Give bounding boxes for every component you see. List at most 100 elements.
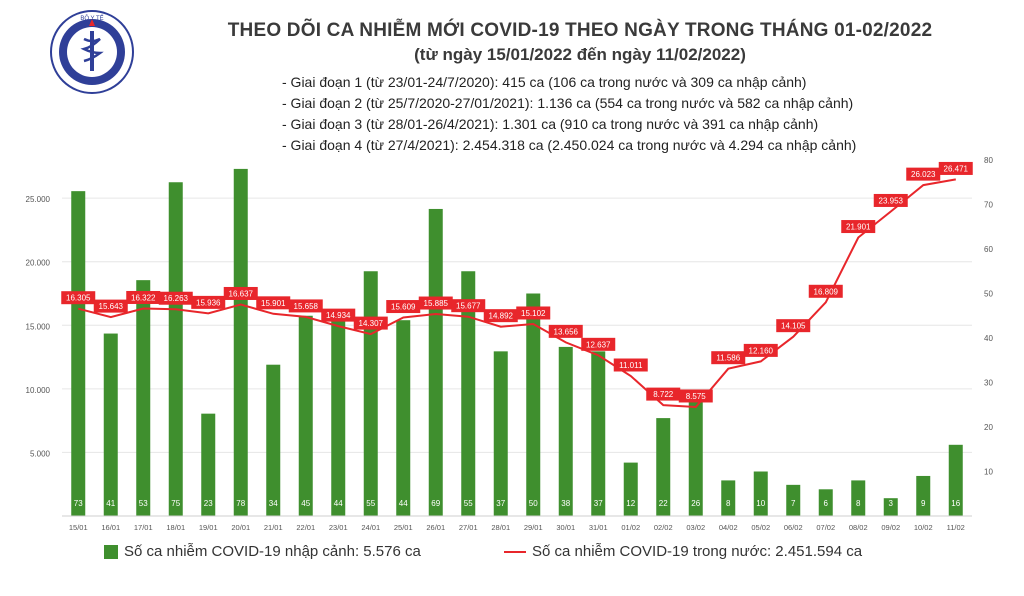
x-axis-tick-label: 24/01: [361, 523, 380, 532]
bar-data-label: 8: [726, 499, 731, 508]
left-axis-tick-label: 15.000: [26, 322, 51, 331]
line-data-label-box: [548, 324, 583, 338]
bar-data-label: 55: [464, 499, 473, 508]
line-data-label: 15.609: [391, 303, 416, 312]
x-axis-tick-label: 28/01: [491, 523, 510, 532]
line-data-label-box: [93, 299, 128, 313]
legend-item-line: Số ca nhiễm COVID-19 trong nước: 2.451.5…: [504, 543, 862, 560]
x-axis-tick-label: 01/02: [621, 523, 640, 532]
line-data-label-box: [581, 337, 616, 351]
x-axis-tick-label: 09/02: [881, 523, 900, 532]
legend-label-line: Số ca nhiễm COVID-19 trong nước: 2.451.5…: [532, 543, 863, 560]
bar-data-label: 73: [74, 499, 83, 508]
line-data-label-box: [938, 161, 973, 175]
bar: [461, 271, 476, 516]
bar-data-label: 10: [756, 499, 765, 508]
line-data-label-box: [906, 167, 941, 181]
legend-swatch-line: [504, 550, 526, 553]
bar: [233, 168, 248, 516]
x-axis-tick-label: 22/01: [296, 523, 315, 532]
phase-item: - Giai đoạn 2 (từ 25/7/2020-27/01/2021):…: [282, 95, 854, 111]
bar: [948, 444, 963, 516]
phase-item: - Giai đoạn 1 (từ 23/01-24/7/2020): 415 …: [282, 74, 807, 90]
line-data-label: 21.901: [846, 223, 871, 232]
right-axis-tick-label: 20: [984, 423, 993, 432]
line-data-label: 14.105: [781, 322, 806, 331]
line-data-label: 16.305: [66, 294, 91, 303]
line-data-label: 13.656: [554, 327, 579, 336]
line-data-label: 16.322: [131, 293, 156, 302]
bar-series: 73 41 53 75 23 78 34 45 44 55 44 69 55 37 50 38 37 12 22 26…: [71, 168, 963, 516]
legend-label-bar: Số ca nhiễm COVID-19 nhập cảnh: 5.576 ca: [124, 543, 421, 560]
left-axis-tick-label: 5.000: [30, 449, 51, 458]
line-data-label-box: [451, 299, 486, 313]
line-data-label-box: [353, 316, 388, 330]
line-data-label-box: [256, 296, 291, 310]
x-axis-tick-label: 18/01: [166, 523, 185, 532]
phase-item: - Giai đoạn 4 (từ 27/4/2021): 2.454.318 …: [282, 137, 857, 153]
line-data-label: 15.643: [99, 302, 124, 311]
bar: [753, 471, 768, 516]
bar: [266, 364, 281, 516]
line-data-label-box: [808, 284, 843, 298]
bar: [688, 400, 703, 516]
line-data-label-box: [158, 291, 193, 305]
x-axis-tick-label: 08/02: [849, 523, 868, 532]
line-data-label-box: [711, 351, 746, 365]
bar-data-label: 16: [951, 499, 960, 508]
bar: [623, 462, 638, 516]
x-axis-tick-label: 15/01: [69, 523, 88, 532]
bar: [168, 182, 183, 516]
x-axis-tick-label: 17/01: [134, 523, 153, 532]
line-data-label: 14.892: [489, 312, 514, 321]
chart-title: THEO DÕI CA NHIỄM MỚI COVID-19 THEO NGÀY…: [227, 20, 933, 41]
bar-data-label: 37: [496, 499, 505, 508]
line-data-label: 15.102: [521, 309, 546, 318]
bar: [136, 280, 151, 516]
bar: [526, 293, 541, 516]
bar-data-label: 50: [529, 499, 538, 508]
line-data-label: 12.637: [586, 340, 611, 349]
logo-text: BỘ Y TẾ: [80, 15, 103, 22]
bar: [656, 418, 671, 516]
bar-data-label: 22: [659, 499, 668, 508]
bar-data-label: 55: [366, 499, 375, 508]
line-data-label: 16.263: [164, 294, 189, 303]
bar-data-label: 44: [334, 499, 343, 508]
line-data-label-box: [873, 193, 908, 207]
bar-data-label: 9: [921, 499, 926, 508]
gridlines: [62, 197, 972, 517]
bar-data-label: 12: [626, 499, 635, 508]
bar-data-label: 78: [236, 499, 245, 508]
bar-data-label: 26: [691, 499, 700, 508]
phase-item: - Giai đoạn 3 (từ 28/01-26/4/2021): 1.30…: [282, 116, 819, 132]
line-data-label-box: [743, 343, 778, 357]
line-data-label: 15.677: [456, 302, 481, 311]
line-data-label: 11.586: [716, 354, 740, 363]
bar: [591, 351, 606, 516]
bar-data-label: 7: [791, 499, 796, 508]
line-data-label: 26.023: [911, 170, 936, 179]
bar: [71, 191, 86, 516]
bar: [786, 484, 801, 516]
line-data-label: 23.953: [879, 196, 904, 205]
x-axis-tick-label: 27/01: [459, 523, 478, 532]
right-axis-tick-label: 40: [984, 334, 993, 343]
left-axis-tick-label: 25.000: [26, 195, 51, 204]
right-axis-tick-label: 70: [984, 201, 993, 210]
bar: [363, 271, 378, 516]
line-data-label-box: [321, 308, 356, 322]
bar-data-label: 3: [889, 499, 894, 508]
bar-data-label: 41: [106, 499, 115, 508]
ministry-emblem-icon: BỘ Y TẾ: [50, 10, 134, 94]
line-data-label-box: [386, 300, 421, 314]
axes: 5.000 10.000 15.000 20.000 25.000 10 20 30 40 50 6…: [26, 156, 994, 532]
bar: [851, 480, 866, 516]
bar: [883, 498, 898, 516]
line-data-label-box: [776, 319, 811, 333]
chart-subtitle: (từ ngày 15/01/2022 đến ngày 11/02/2022): [414, 45, 746, 64]
bar: [396, 320, 411, 516]
bar: [331, 320, 346, 516]
x-axis-tick-label: 20/01: [231, 523, 250, 532]
